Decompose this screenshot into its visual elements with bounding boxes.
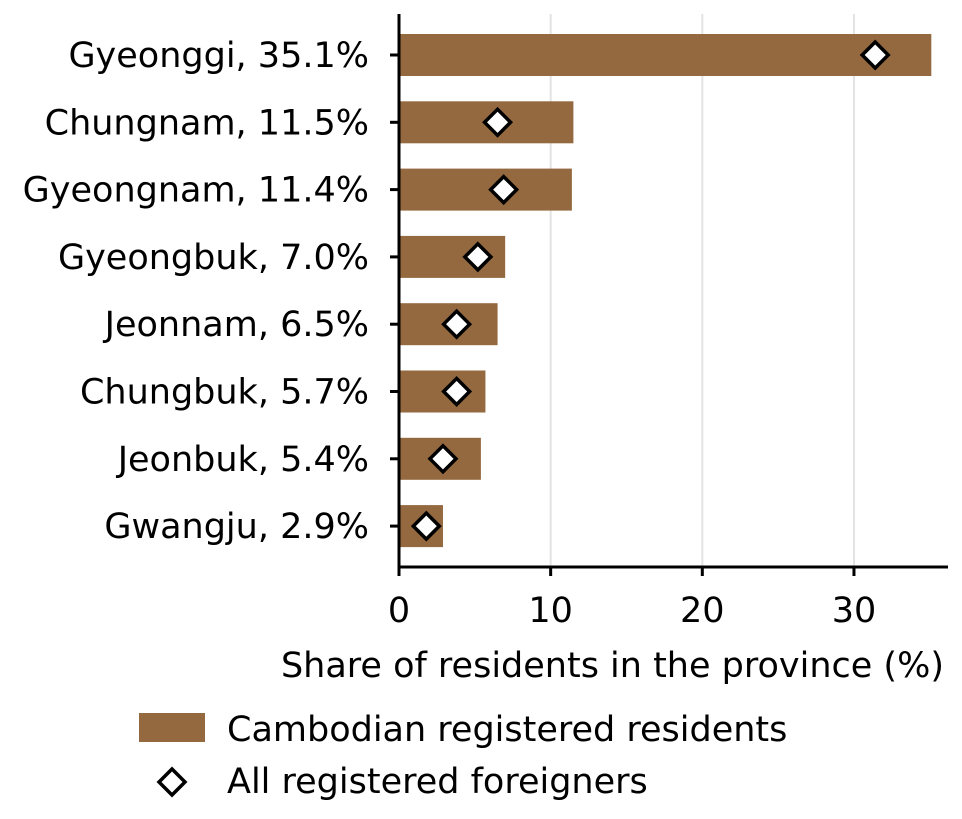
diamond-marker bbox=[441, 308, 473, 340]
category-label: Chungbuk, 5.7% bbox=[80, 373, 369, 413]
category-labels: Gyeonggi, 35.1% Chungnam, 11.5% Gyeongnam,… bbox=[23, 36, 399, 547]
legend: Cambodian registered residents All regis… bbox=[139, 710, 787, 802]
diamond-marker bbox=[410, 510, 442, 542]
x-axis-label: Share of residents in the province (%) bbox=[281, 646, 944, 686]
diamond-marker bbox=[427, 443, 459, 475]
legend-bar-swatch bbox=[139, 713, 205, 742]
diamond-marker bbox=[482, 106, 514, 138]
category-label: Chungnam, 11.5% bbox=[45, 103, 369, 143]
x-gridlines bbox=[549, 14, 855, 567]
category-label: Gwangju, 2.9% bbox=[104, 507, 369, 547]
category-label: Gyeongnam, 11.4% bbox=[23, 171, 369, 211]
x-tick-label: 10 bbox=[528, 591, 573, 631]
category-label: Jeonnam, 6.5% bbox=[103, 305, 369, 345]
x-ticks: 0 10 20 30 bbox=[388, 567, 876, 631]
diamond-marker bbox=[441, 376, 473, 407]
category-label: Jeonbuk, 5.4% bbox=[116, 440, 369, 480]
bar bbox=[399, 168, 572, 211]
bar bbox=[399, 34, 932, 76]
bars bbox=[399, 34, 932, 548]
x-tick-label: 0 bbox=[388, 591, 410, 631]
legend-label-cambodian: Cambodian registered residents bbox=[227, 710, 787, 750]
diamond-marker bbox=[859, 39, 891, 71]
markers bbox=[410, 39, 891, 542]
legend-diamond-swatch bbox=[156, 766, 188, 798]
x-tick-label: 30 bbox=[832, 591, 877, 631]
legend-label-all-foreigners: All registered foreigners bbox=[227, 762, 648, 802]
category-label: Gyeonggi, 35.1% bbox=[68, 36, 369, 76]
diamond-marker bbox=[462, 241, 494, 273]
diamond-marker bbox=[488, 174, 520, 206]
x-tick-label: 20 bbox=[680, 591, 725, 631]
category-label: Gyeongbuk, 7.0% bbox=[58, 238, 369, 278]
